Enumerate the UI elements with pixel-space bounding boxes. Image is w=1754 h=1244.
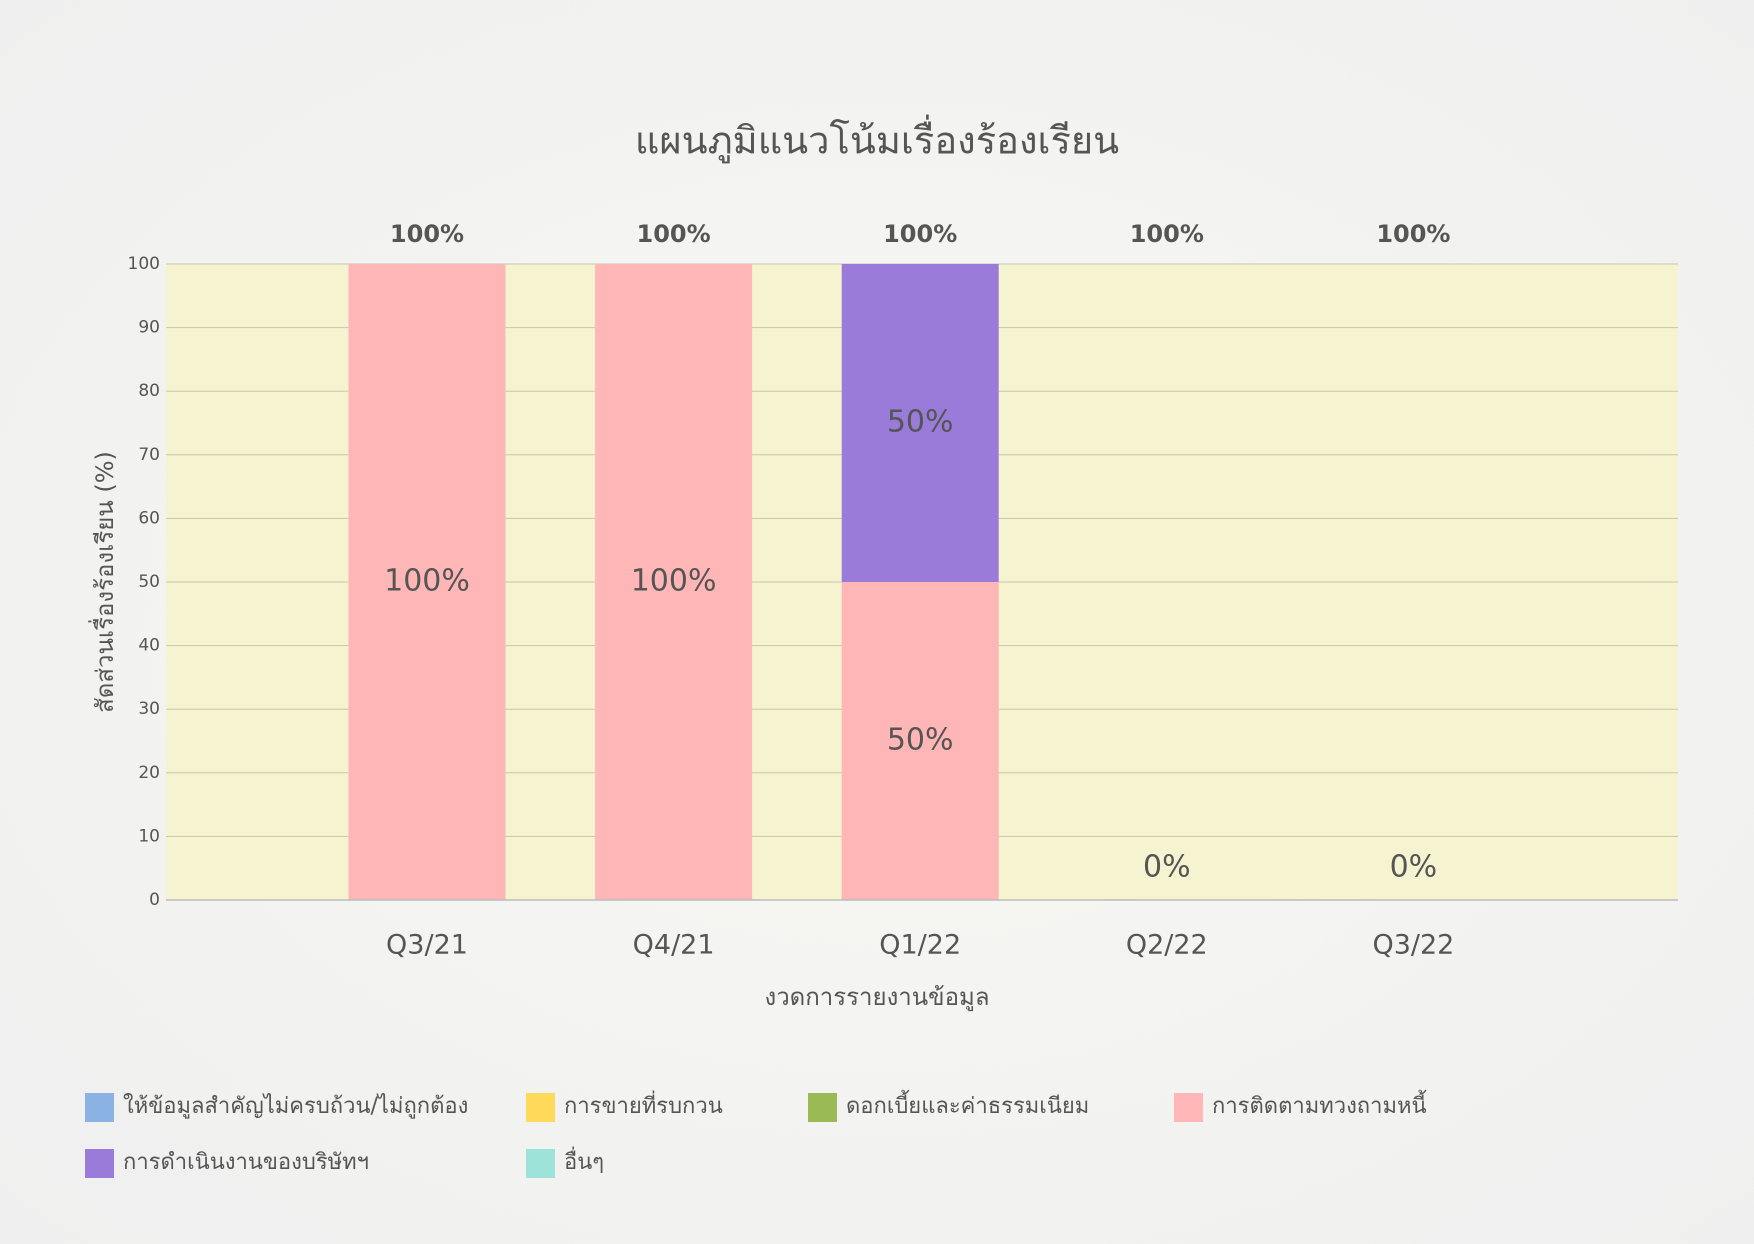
y-tick-label: 10 (138, 826, 160, 846)
legend-swatch (85, 1149, 114, 1178)
y-tick-label: 40 (138, 636, 160, 656)
legend-label: การดำเนินงานของบริษัทฯ (123, 1150, 369, 1175)
bar-segment (841, 264, 999, 582)
legend-label: การติดตามทวงถามหนี้ (1212, 1090, 1427, 1119)
x-tick-label: Q3/22 (1372, 930, 1454, 961)
x-axis-title: งวดการรายงานข้อมูล (764, 983, 989, 1012)
legend-label: ดอกเบี้ยและค่าธรรมเนียม (846, 1090, 1089, 1119)
value-label: 0% (1143, 850, 1191, 885)
legend-label: อื่นๆ (564, 1146, 604, 1175)
total-label: 100% (637, 220, 711, 248)
total-label: 100% (1376, 220, 1450, 248)
value-label: 50% (887, 405, 954, 440)
y-tick-label: 50 (138, 572, 160, 592)
legend-swatch (85, 1093, 114, 1122)
y-tick-label: 60 (138, 508, 160, 528)
value-label: 50% (887, 723, 954, 758)
y-tick-label: 20 (138, 763, 160, 783)
legend-swatch (526, 1149, 555, 1178)
chart-title: แผนภูมิแนวโน้มเรื่องร้องเรียน (635, 115, 1119, 164)
legend-swatch (808, 1093, 837, 1122)
y-axis-title: สัดส่วนเรื่องร้องเรียน (%) (88, 451, 119, 713)
legend-label: ให้ข้อมูลสำคัญไม่ครบถ้วน/ไม่ถูกต้อง (123, 1093, 468, 1119)
bar-segment (348, 264, 506, 900)
y-tick-label: 90 (138, 318, 160, 338)
value-label: 0% (1390, 850, 1438, 885)
value-label: 100% (631, 564, 717, 599)
x-tick-label: Q1/22 (879, 930, 961, 961)
bar-segment (841, 582, 999, 900)
y-tick-label: 70 (138, 445, 160, 465)
value-label: 100% (384, 564, 470, 599)
y-tick-label: 80 (138, 381, 160, 401)
total-label: 100% (390, 220, 464, 248)
legend-label: การขายที่รบกวน (564, 1090, 723, 1119)
legend-swatch (1174, 1093, 1203, 1122)
total-label: 100% (883, 220, 957, 248)
y-tick-label: 100 (128, 254, 160, 274)
legend-swatch (526, 1093, 555, 1122)
x-tick-label: Q3/21 (386, 930, 468, 961)
y-tick-label: 30 (138, 699, 160, 719)
y-tick-label: 0 (149, 890, 160, 910)
x-tick-label: Q4/21 (633, 930, 715, 961)
x-tick-label: Q2/22 (1126, 930, 1208, 961)
bar-segment (595, 264, 753, 900)
total-label: 100% (1130, 220, 1204, 248)
